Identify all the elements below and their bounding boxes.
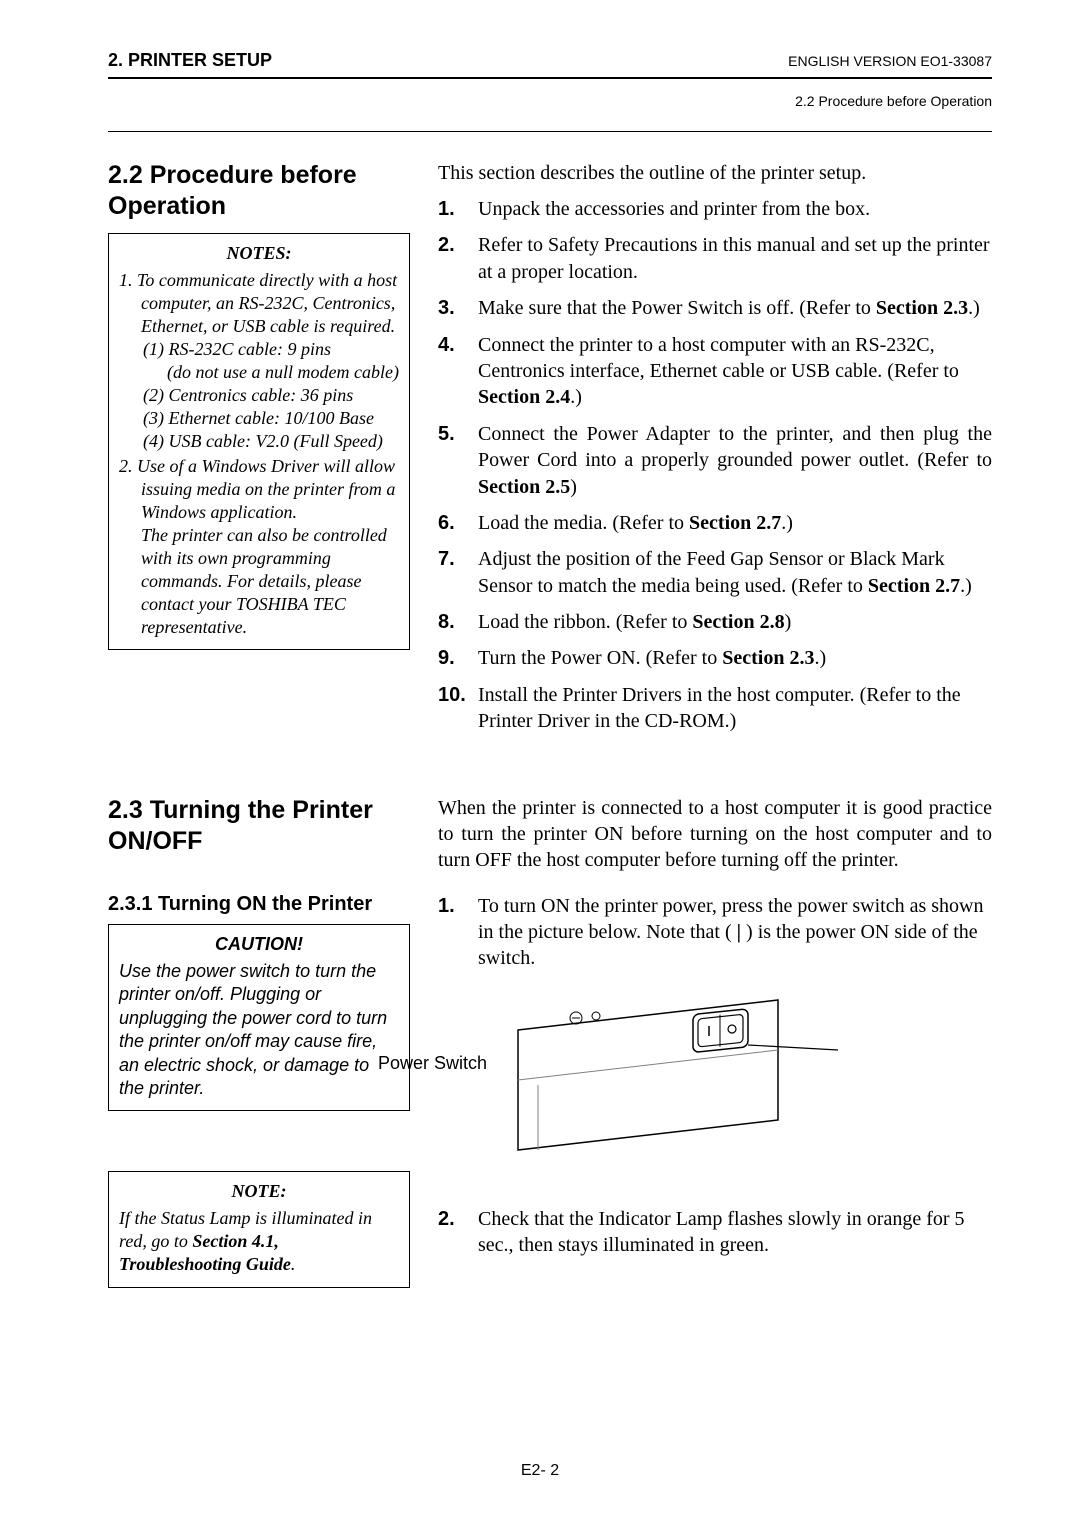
step-num: 2. bbox=[438, 1206, 478, 1259]
header-rule bbox=[108, 77, 992, 79]
sec-2-2: 2.2 Procedure before Operation NOTES: 1.… bbox=[108, 160, 992, 745]
notes-c1b: (do not use a null modem cable) bbox=[119, 361, 399, 384]
step-10: 10.Install the Printer Drivers in the ho… bbox=[438, 682, 992, 735]
step-4: 4.Connect the printer to a host computer… bbox=[438, 332, 992, 411]
notes-c2: (2) Centronics cable: 36 pins bbox=[119, 384, 399, 407]
sec-2-2-notes-box: NOTES: 1. To communicate directly with a… bbox=[108, 233, 410, 651]
caution-title: CAUTION! bbox=[119, 933, 399, 956]
note-body-2: If the Status Lamp is illuminated in red… bbox=[119, 1207, 399, 1276]
note-title-2: NOTE: bbox=[119, 1180, 399, 1203]
page: 2. PRINTER SETUP ENGLISH VERSION EO1-330… bbox=[0, 0, 1080, 1528]
switch-svg-icon bbox=[498, 990, 968, 1160]
notes-l2: 2. Use of a Windows Driver will allow is… bbox=[119, 455, 399, 524]
notes-title: NOTES: bbox=[119, 242, 399, 265]
header-left: 2. PRINTER SETUP bbox=[108, 50, 272, 71]
sec-2-2-title: 2.2 Procedure before Operation bbox=[108, 160, 410, 223]
sec-2-3-1-right: 1. To turn ON the printer power, press t… bbox=[438, 893, 992, 1269]
page-footer: E2- 2 bbox=[0, 1462, 1080, 1480]
step-5: 5.Connect the Power Adapter to the print… bbox=[438, 421, 992, 500]
step-txt: Make sure that the Power Switch is off. … bbox=[478, 295, 992, 321]
power-switch-label-text: Power Switch bbox=[378, 1053, 487, 1073]
step-txt: Check that the Indicator Lamp flashes sl… bbox=[478, 1206, 992, 1259]
step-num: 4. bbox=[438, 332, 478, 411]
step-txt: Adjust the position of the Feed Gap Sens… bbox=[478, 546, 992, 599]
step-3: 3.Make sure that the Power Switch is off… bbox=[438, 295, 992, 321]
step-num: 1. bbox=[438, 196, 478, 222]
step-num: 6. bbox=[438, 510, 478, 536]
sec-2-3-1-steps-2: 2. Check that the Indicator Lamp flashes… bbox=[438, 1206, 992, 1259]
notes-l1: 1. To communicate directly with a host c… bbox=[119, 269, 399, 338]
notes-c3: (3) Ethernet cable: 10/100 Base bbox=[119, 407, 399, 430]
step-num: 8. bbox=[438, 609, 478, 635]
sec-2-3-left: 2.3 Turning the Printer ON/OFF bbox=[108, 795, 410, 868]
sec-2-3-title: 2.3 Turning the Printer ON/OFF bbox=[108, 795, 410, 858]
step-txt: Unpack the accessories and printer from … bbox=[478, 196, 992, 222]
caution-box: CAUTION! Use the power switch to turn th… bbox=[108, 924, 410, 1112]
step-num: 2. bbox=[438, 232, 478, 285]
sec-2-3-1: 2.3.1 Turning ON the Printer CAUTION! Us… bbox=[108, 893, 992, 1288]
step-txt: To turn ON the printer power, press the … bbox=[478, 893, 992, 972]
sec-2-3: 2.3 Turning the Printer ON/OFF When the … bbox=[108, 795, 992, 883]
caution-body: Use the power switch to turn the printer… bbox=[119, 960, 399, 1100]
step-num: 1. bbox=[438, 893, 478, 972]
sec-2-2-right: This section describes the outline of th… bbox=[438, 160, 992, 745]
step-2: 2.Refer to Safety Precautions in this ma… bbox=[438, 232, 992, 285]
step-txt: Load the ribbon. (Refer to Section 2.8) bbox=[478, 609, 992, 635]
sec-2-2-steps: 1.Unpack the accessories and printer fro… bbox=[438, 196, 992, 735]
step-txt: Refer to Safety Precautions in this manu… bbox=[478, 232, 992, 285]
header-right: ENGLISH VERSION EO1-33087 bbox=[788, 53, 992, 69]
step-9: 9.Turn the Power ON. (Refer to Section 2… bbox=[438, 645, 992, 671]
step-2-3-1-2: 2. Check that the Indicator Lamp flashes… bbox=[438, 1206, 992, 1259]
notes-c4: (4) USB cable: V2.0 (Full Speed) bbox=[119, 430, 399, 453]
step-num: 3. bbox=[438, 295, 478, 321]
step-txt: Turn the Power ON. (Refer to Section 2.3… bbox=[478, 645, 992, 671]
step-txt: Connect the printer to a host computer w… bbox=[478, 332, 992, 411]
step-num: 10. bbox=[438, 682, 478, 735]
step-txt: Connect the Power Adapter to the printer… bbox=[478, 421, 992, 500]
step-7: 7.Adjust the position of the Feed Gap Se… bbox=[438, 546, 992, 599]
sec-2-2-left: 2.2 Procedure before Operation NOTES: 1.… bbox=[108, 160, 410, 650]
content: 2.2 Procedure before Operation NOTES: 1.… bbox=[108, 160, 992, 1288]
step-txt: Load the media. (Refer to Section 2.7.) bbox=[478, 510, 992, 536]
sec-2-3-1-left: 2.3.1 Turning ON the Printer CAUTION! Us… bbox=[108, 893, 410, 1288]
step-num: 5. bbox=[438, 421, 478, 500]
step-1: 1.Unpack the accessories and printer fro… bbox=[438, 196, 992, 222]
header-sub: 2.2 Procedure before Operation bbox=[108, 93, 992, 109]
sec-2-3-1-steps: 1. To turn ON the printer power, press t… bbox=[438, 893, 992, 972]
note-box-2: NOTE: If the Status Lamp is illuminated … bbox=[108, 1171, 410, 1287]
sec-2-3-intro: When the printer is connected to a host … bbox=[438, 795, 992, 873]
sec-2-2-intro: This section describes the outline of th… bbox=[438, 160, 992, 186]
step-num: 9. bbox=[438, 645, 478, 671]
step-txt: Install the Printer Drivers in the host … bbox=[478, 682, 992, 735]
header-row: 2. PRINTER SETUP ENGLISH VERSION EO1-330… bbox=[108, 50, 992, 71]
header-rule-thin bbox=[108, 131, 992, 132]
notes-c1: (1) RS-232C cable: 9 pins bbox=[119, 338, 399, 361]
step-8: 8.Load the ribbon. (Refer to Section 2.8… bbox=[438, 609, 992, 635]
step-2-3-1-1: 1. To turn ON the printer power, press t… bbox=[438, 893, 992, 972]
step-6: 6.Load the media. (Refer to Section 2.7.… bbox=[438, 510, 992, 536]
sec-2-3-right: When the printer is connected to a host … bbox=[438, 795, 992, 883]
sec-2-3-1-title: 2.3.1 Turning ON the Printer bbox=[108, 893, 410, 916]
notes-l2b: The printer can also be controlled with … bbox=[119, 524, 399, 639]
step-num: 7. bbox=[438, 546, 478, 599]
power-switch-diagram: Power Switch bbox=[498, 990, 992, 1186]
